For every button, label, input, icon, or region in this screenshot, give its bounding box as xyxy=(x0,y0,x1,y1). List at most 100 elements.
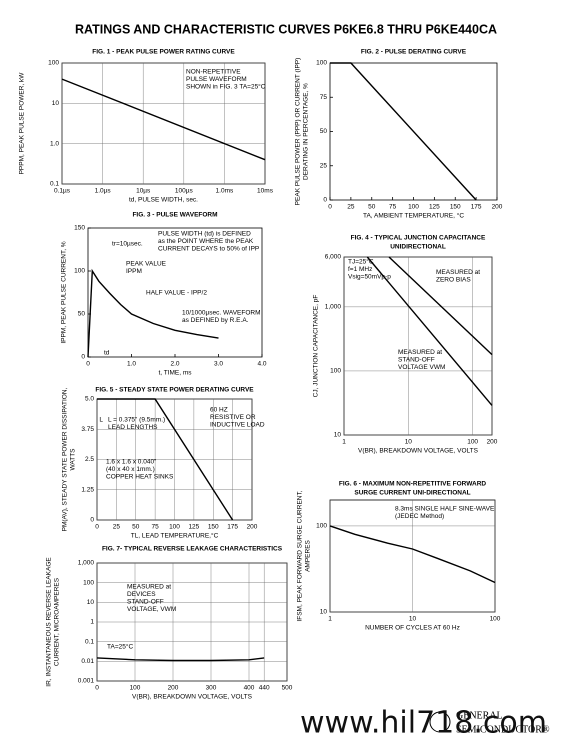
x-tick-label: 0 xyxy=(86,361,90,368)
annotation: PULSE WAVEFORM xyxy=(186,76,247,83)
annotation: (JEDEC Method) xyxy=(395,513,444,520)
data-line xyxy=(97,398,234,521)
annotation: tr=10µsec. xyxy=(112,241,143,248)
y-tick-label: 50 xyxy=(320,128,328,135)
y-tick-label: 0.001 xyxy=(78,678,95,685)
data-line xyxy=(366,256,493,406)
y-axis-label: IR, INSTANTANEOUS REVERSE LEAKAGE xyxy=(46,557,53,687)
y-tick-label: 0 xyxy=(323,197,327,204)
data-line xyxy=(330,62,477,201)
y-tick-label: 1,000 xyxy=(78,560,95,567)
y-axis-label: PM(AV), STEADY STATE POWER DISSIPATION, xyxy=(62,387,69,531)
annotation: SHOWN in FIG. 3 TA=25°C xyxy=(186,83,266,91)
logo-text: GENERAL xyxy=(456,710,503,721)
chart: FIG. 2 - PULSE DERATING CURVE 0 25 50 75 100 1… xyxy=(295,49,503,220)
x-tick-label: 1.0 xyxy=(127,361,136,368)
x-tick-label: 200 xyxy=(492,204,503,211)
y-tick-label: 150 xyxy=(74,225,85,232)
y-axis-label: CURRENT, MICROAMPERES xyxy=(54,577,61,666)
annotation: HALF VALUE - IPP/2 xyxy=(146,290,207,297)
series-label: MEASURED at STAND-OFF VOLTAGE VWM xyxy=(398,349,445,371)
data-line xyxy=(87,268,219,358)
y-tick-label: 75 xyxy=(320,94,328,101)
y-axis-label: PPPM, PEAK PULSE POWER, kW xyxy=(19,72,26,175)
y-tick-label: 1 xyxy=(90,619,94,626)
y-tick-label: 1,000 xyxy=(325,304,342,311)
data-line xyxy=(61,78,266,161)
x-tick-label: 100µs xyxy=(175,188,194,195)
logo: GENERAL SEMICONDUCTOR® xyxy=(429,710,550,735)
chart: FIG. 6 - MAXIMUM NON-REPETITIVE FORWARD S… xyxy=(297,481,501,632)
y-tick-label: 5.0 xyxy=(85,396,94,403)
x-tick-label: 150 xyxy=(450,204,461,211)
annotation: VOLTAGE, VWM xyxy=(127,606,176,613)
chart: FIG. 3 - PULSE WAVEFORM 0 1.0 2.0 3.0 4.0 0 50 1… xyxy=(61,212,267,377)
page-title: RATINGS AND CHARACTERISTIC CURVES P6KE6.… xyxy=(75,22,497,36)
chart: FIG. 4 - TYPICAL JUNCTION CAPACITANCE UNI… xyxy=(313,235,498,455)
x-tick-label: 10µs xyxy=(136,188,151,195)
x-tick-label: 4.0 xyxy=(257,361,266,368)
x-tick-label: 150 xyxy=(208,524,219,531)
chart-subtitle: SURGE CURRENT UNI-DIRECTIONAL xyxy=(354,490,470,497)
y-tick-label: 100 xyxy=(316,523,327,530)
x-tick-label: 50 xyxy=(368,204,376,211)
x-tick-label: 1 xyxy=(328,616,332,623)
chart: FIG. 7- TYPICAL REVERSE LEAKAGE CHARACTE… xyxy=(46,546,293,701)
x-tick-label: 175 xyxy=(471,204,482,211)
annotation: COPPER HEAT SINKS xyxy=(106,474,174,481)
watermark: www.hil718.com xyxy=(300,706,547,741)
annotation: NON-REPETITIVE xyxy=(186,69,241,76)
x-tick-label: 25 xyxy=(347,204,355,211)
annotation: TJ=25°C xyxy=(348,258,374,266)
x-tick-label: 10 xyxy=(405,439,413,446)
x-tick-label: 500 xyxy=(282,685,293,692)
x-axis-label: NUMBER OF CYCLES AT 60 Hz xyxy=(365,625,460,632)
y-axis-label: IFSM, PEAK FORWARD SURGE CURRENT, xyxy=(297,490,304,621)
x-tick-label: 0 xyxy=(95,685,99,692)
x-axis-label: V(BR), BREAKDOWN VOLTAGE, VOLTS xyxy=(358,448,479,455)
chart-title: FIG. 4 - TYPICAL JUNCTION CAPACITANCE xyxy=(351,235,486,242)
y-axis-label: AMPERES xyxy=(305,539,312,571)
y-axis-label: WATTS xyxy=(70,448,77,471)
chart-title: FIG. 5 - STEADY STATE POWER DERATING CUR… xyxy=(95,387,254,394)
x-tick-label: 50 xyxy=(132,524,140,531)
data-line xyxy=(96,657,265,662)
annotation: Vsig=50mVp-p xyxy=(348,274,391,281)
y-tick-label: 2.5 xyxy=(85,456,94,463)
chart-title: FIG. 1 - PEAK PULSE POWER RATING CURVE xyxy=(92,49,235,56)
data-line xyxy=(329,525,496,584)
y-tick-label: 0 xyxy=(81,354,85,361)
annotation: TA=25°C xyxy=(107,643,133,651)
annotation: as the POINT WHERE the PEAK xyxy=(158,238,254,245)
x-tick-label: 125 xyxy=(429,204,440,211)
annotation: PEAK VALUE xyxy=(126,261,167,268)
chart: FIG. 1 - PEAK PULSE POWER RATING CURVE 0.… xyxy=(19,49,274,204)
x-tick-label: 1 xyxy=(342,439,346,446)
x-tick-label: 200 xyxy=(168,685,179,692)
x-tick-label: 200 xyxy=(487,439,498,446)
data-line xyxy=(388,256,493,356)
x-tick-label: 2.0 xyxy=(170,361,179,368)
chart-title: FIG. 3 - PULSE WAVEFORM xyxy=(132,212,217,219)
y-tick-label: 6,000 xyxy=(325,254,342,261)
x-tick-label: 10ms xyxy=(257,188,274,195)
annotation: 60 HZ xyxy=(210,407,228,414)
y-tick-label: 0.1 xyxy=(85,638,94,645)
y-axis-label: IPPM, PEAK PULSE CURRENT, % xyxy=(61,241,68,343)
x-tick-label: 10 xyxy=(409,616,417,623)
annotation: td xyxy=(104,350,110,357)
annotation: LEAD LENGTHS xyxy=(108,424,158,431)
x-tick-label: 200 xyxy=(247,524,258,531)
chart: FIG. 5 - STEADY STATE POWER DERATING CUR… xyxy=(62,387,265,540)
x-tick-label: 3.0 xyxy=(214,361,223,368)
chart-title: FIG. 7- TYPICAL REVERSE LEAKAGE CHARACTE… xyxy=(102,546,283,553)
x-tick-label: 100 xyxy=(467,439,478,446)
annotation: STAND-OFF xyxy=(127,599,164,606)
y-tick-label: 10 xyxy=(52,100,60,107)
x-tick-label: 175 xyxy=(227,524,238,531)
y-tick-label: 0.01 xyxy=(81,658,94,665)
annotation: (40 x 40 x 1mm.) xyxy=(106,466,155,473)
annotation: L = 0.375" (9.5mm.) xyxy=(108,417,165,424)
y-axis-label: DERATING IN PERCENTAGE, % xyxy=(303,83,310,180)
